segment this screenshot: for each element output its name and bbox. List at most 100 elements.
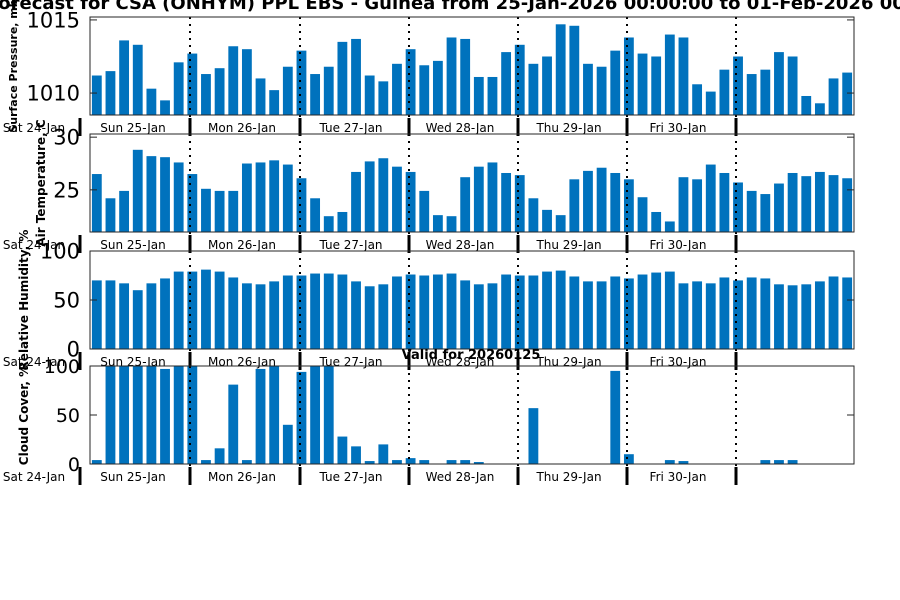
data-bar: [432, 60, 443, 115]
x-day-label: Tue 27-Jan: [318, 121, 382, 135]
data-bar: [105, 71, 116, 115]
data-bar: [173, 62, 184, 115]
data-bar: [160, 368, 170, 464]
data-bar: [419, 65, 430, 115]
data-bar: [651, 272, 662, 349]
x-day-label: Sun 25-Jan: [100, 470, 165, 484]
data-bar: [774, 284, 784, 349]
data-bar: [132, 366, 143, 464]
data-bar: [214, 190, 225, 232]
data-bar: [132, 44, 143, 115]
data-bar: [146, 156, 157, 232]
data-bar: [692, 179, 703, 232]
y-tick-label: 50: [53, 289, 80, 313]
data-bar: [310, 74, 321, 115]
data-bar: [801, 176, 812, 232]
data-bar: [105, 366, 116, 464]
data-bar: [760, 69, 771, 115]
data-bar: [282, 164, 293, 232]
data-bar: [282, 424, 293, 464]
data-bar: [664, 34, 675, 115]
data-bar: [146, 283, 157, 349]
x-day-label: Sat 24-Jan: [3, 121, 65, 135]
cloud-panel-subtitle: Valid for 20260125: [402, 348, 541, 363]
data-bar: [801, 95, 812, 115]
data-bar: [201, 74, 211, 115]
data-bar: [678, 283, 689, 349]
x-day-label: Sun 25-Jan: [100, 121, 165, 135]
data-bar: [555, 215, 566, 232]
data-bar: [501, 172, 512, 232]
data-bar: [473, 462, 484, 464]
data-bar: [378, 81, 389, 115]
data-bar: [637, 197, 648, 232]
x-day-label: Thu 29-Jan: [535, 355, 601, 369]
data-bar: [542, 209, 552, 232]
data-bar: [460, 38, 471, 115]
data-bar: [542, 56, 552, 115]
x-day-label: Sat 24-Jan: [3, 470, 65, 484]
data-bar: [310, 366, 321, 464]
data-bar: [746, 74, 757, 115]
data-bar: [337, 274, 348, 349]
data-bar: [201, 269, 211, 349]
x-day-label: Mon 26-Jan: [208, 470, 276, 484]
data-bar: [214, 68, 225, 115]
data-bar: [419, 275, 430, 349]
data-bar: [610, 276, 621, 349]
x-day-label: Thu 29-Jan: [535, 121, 601, 135]
y-tick-label: 100: [44, 356, 80, 378]
data-bar: [528, 198, 539, 232]
data-bar: [119, 366, 130, 464]
data-bar: [760, 460, 771, 464]
data-bar: [623, 454, 634, 464]
data-bar: [119, 40, 130, 115]
data-bar: [228, 277, 239, 349]
data-bar: [774, 460, 784, 464]
data-bar: [323, 273, 334, 349]
data-bar: [269, 160, 280, 232]
data-bar: [296, 371, 307, 464]
y-tick-label: 1015: [27, 8, 80, 32]
data-bar: [323, 66, 334, 115]
data-bar: [446, 37, 457, 116]
data-bar: [746, 190, 757, 232]
data-bar: [446, 273, 457, 349]
data-bar: [201, 188, 211, 232]
data-bar: [392, 276, 402, 349]
axes-frame: [89, 16, 855, 116]
data-bar: [255, 368, 266, 464]
data-bar: [432, 215, 443, 232]
data-bar: [733, 182, 743, 232]
data-bar: [173, 366, 184, 464]
data-bar: [842, 277, 853, 349]
data-bar: [173, 271, 184, 349]
data-bar: [678, 37, 689, 116]
data-bar: [351, 446, 361, 464]
data-bar: [146, 366, 157, 464]
data-bar: [651, 211, 662, 232]
data-bar: [664, 271, 675, 349]
axes-frame: [89, 365, 855, 465]
data-bar: [596, 281, 607, 349]
data-bar: [623, 179, 634, 232]
data-bar: [637, 274, 648, 349]
data-bar: [501, 274, 512, 349]
y-axis-label: Air Temperature, C: [34, 119, 48, 247]
data-bar: [460, 280, 471, 349]
data-bar: [201, 460, 211, 464]
data-bar: [364, 75, 375, 115]
data-bar: [432, 274, 443, 349]
data-bar: [214, 271, 225, 349]
figure-title: Forecast for CSA (ONHYM) PPL EBS - Guine…: [0, 0, 900, 14]
data-bar: [405, 274, 416, 349]
y-tick-label: 25: [53, 178, 80, 202]
data-bar: [542, 271, 552, 349]
data-bar: [705, 164, 716, 232]
y-tick-label: 100: [40, 240, 80, 264]
y-tick-label: 50: [56, 405, 80, 427]
data-bar: [842, 72, 853, 115]
data-bar: [555, 270, 566, 349]
